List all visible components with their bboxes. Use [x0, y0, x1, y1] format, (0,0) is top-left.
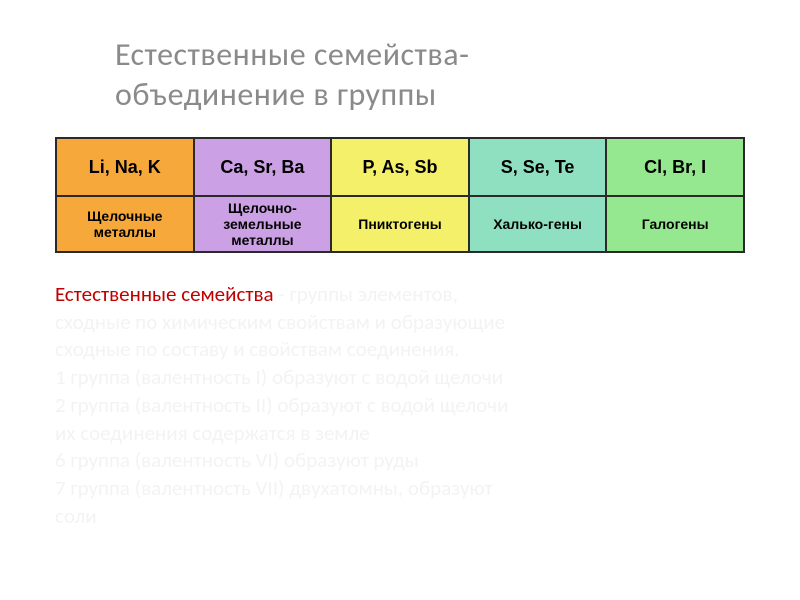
cell-name-1: Щелочные металлы	[56, 196, 194, 252]
cell-elements-2: Ca, Sr, Ba	[194, 138, 332, 196]
cell-name-5: Галогены	[606, 196, 744, 252]
body-line-9: соли	[55, 503, 97, 529]
body-line-2: сходные по химическим свойствам и образу…	[55, 309, 505, 335]
body-paragraph: Естественные семейства - группы элементо…	[55, 281, 745, 530]
cell-name-2: Щелочно-земельные металлы	[194, 196, 332, 252]
elements-3: P, As, Sb	[362, 157, 437, 177]
cell-elements-4: S, Se, Te	[469, 138, 607, 196]
name-2: Пниктогены	[358, 216, 441, 232]
body-line-6: их соединения содержатся в земле	[55, 420, 370, 446]
body-line-4: 1 группа (валентность I) образуют с водо…	[55, 364, 503, 390]
elements-5: Cl, Br, I	[644, 157, 706, 177]
name-2: Щелочно-земельные металлы	[223, 200, 301, 248]
body-line-3: сходные по составу и свойствам соединени…	[55, 336, 460, 362]
cell-elements-3: P, As, Sb	[331, 138, 469, 196]
families-table: Li, Na, K Ca, Sr, Ba P, As, Sb S, Se, Te…	[55, 137, 745, 253]
cell-elements-1: Li, Na, K	[56, 138, 194, 196]
body-line-5: 2 группа (валентность II) образуют с вод…	[55, 392, 508, 418]
body-line-7: 6 группа (валентность VI) образуют руды	[55, 447, 419, 473]
names-row: Щелочные металлы Щелочно-земельные метал…	[56, 196, 744, 252]
lead-phrase: Естественные семейства	[55, 281, 274, 307]
elements-2: Ca, Sr, Ba	[220, 157, 304, 177]
elements-row: Li, Na, K Ca, Sr, Ba P, As, Sb S, Se, Te…	[56, 138, 744, 196]
title-line-1: Естественные семейства-	[115, 35, 469, 74]
elements-4: S, Se, Te	[501, 157, 575, 177]
cell-elements-5: Cl, Br, I	[606, 138, 744, 196]
cell-name-3: Пниктогены	[331, 196, 469, 252]
body-line-8: 7 группа (валентность VII) двухатомны, о…	[55, 475, 493, 501]
cell-name-4: Халько-гены	[469, 196, 607, 252]
rest-line-1: - группы элементов,	[274, 281, 458, 307]
title-line-2: объединение в группы	[115, 75, 437, 114]
slide-title: Естественные семейства- объединение в гр…	[115, 35, 745, 115]
name-4: Халько-гены	[493, 216, 582, 232]
name-1: Щелочные металлы	[87, 208, 162, 240]
elements-1: Li, Na, K	[89, 157, 161, 177]
name-5: Галогены	[642, 216, 709, 232]
